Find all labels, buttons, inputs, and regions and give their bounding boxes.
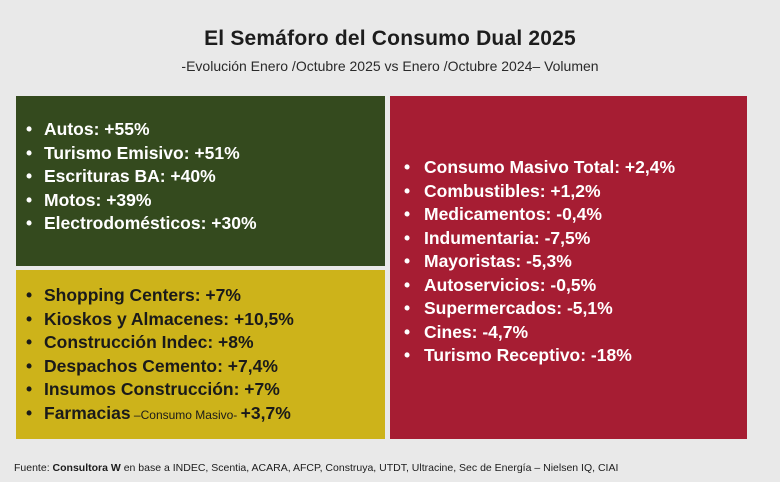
farmacias-note: –Consumo Masivo- xyxy=(130,407,241,422)
source-org: Consultora W xyxy=(52,462,121,474)
list-item: Turismo Emisivo: +51% xyxy=(16,142,385,166)
list-item: Shopping Centers: +7% xyxy=(16,284,385,308)
list-item: Mayoristas: -5,3% xyxy=(390,250,747,274)
list-item: Indumentaria: -7,5% xyxy=(390,227,747,251)
list-item: Turismo Receptivo: -18% xyxy=(390,344,747,368)
list-item: Consumo Masivo Total: +2,4% xyxy=(390,156,747,180)
red-list: Consumo Masivo Total: +2,4% Combustibles… xyxy=(390,96,747,368)
list-item: Supermercados: -5,1% xyxy=(390,297,747,321)
list-item: Construcción Indec: +8% xyxy=(16,331,385,355)
list-item-farmacias: Farmacias –Consumo Masivo- +3,7% xyxy=(16,402,385,428)
list-item: Medicamentos: -0,4% xyxy=(390,203,747,227)
source-rest: en base a INDEC, Scentia, ACARA, AFCP, C… xyxy=(120,462,619,474)
list-item: Autos: +55% xyxy=(16,118,385,142)
list-item: Motos: +39% xyxy=(16,189,385,213)
source-prefix: Fuente: xyxy=(14,462,53,474)
yellow-panel: Shopping Centers: +7% Kioskos y Almacene… xyxy=(16,270,385,439)
list-item: Electrodomésticos: +30% xyxy=(16,212,385,236)
page-subtitle: -Evolución Enero /Octubre 2025 vs Enero … xyxy=(181,58,599,74)
page-title: El Semáforo del Consumo Dual 2025 xyxy=(204,27,576,50)
red-panel: Consumo Masivo Total: +2,4% Combustibles… xyxy=(390,96,747,439)
green-panel: Autos: +55% Turismo Emisivo: +51% Escrit… xyxy=(16,96,385,266)
list-item: Escrituras BA: +40% xyxy=(16,165,385,189)
list-item: Autoservicios: -0,5% xyxy=(390,274,747,298)
list-item: Insumos Construcción: +7% xyxy=(16,378,385,402)
yellow-list: Shopping Centers: +7% Kioskos y Almacene… xyxy=(16,270,385,427)
list-item: Cines: -4,7% xyxy=(390,321,747,345)
source-note: Fuente: Consultora W en base a INDEC, Sc… xyxy=(14,462,618,474)
list-item: Kioskos y Almacenes: +10,5% xyxy=(16,308,385,332)
farmacias-label: Farmacias xyxy=(44,402,131,423)
list-item: Combustibles: +1,2% xyxy=(390,180,747,204)
farmacias-value: +3,7% xyxy=(240,402,291,423)
green-list: Autos: +55% Turismo Emisivo: +51% Escrit… xyxy=(16,96,385,236)
list-item: Despachos Cemento: +7,4% xyxy=(16,355,385,379)
